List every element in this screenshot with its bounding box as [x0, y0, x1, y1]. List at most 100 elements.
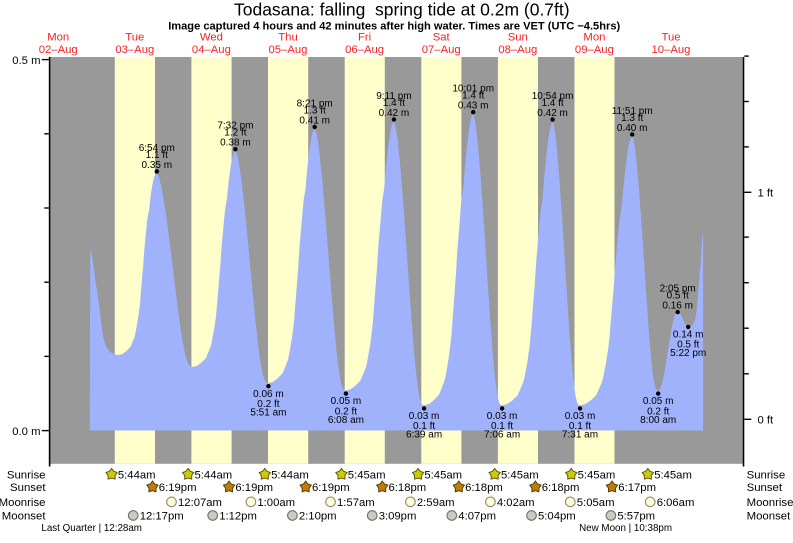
svg-text:1.4 ft: 1.4 ft — [383, 98, 405, 109]
svg-text:Mon: Mon — [47, 31, 69, 43]
svg-text:New Moon | 10:38pm: New Moon | 10:38pm — [579, 523, 672, 534]
svg-text:1.1 ft: 1.1 ft — [146, 150, 168, 161]
svg-text:1 ft: 1 ft — [758, 188, 775, 200]
svg-text:6:54 pm: 6:54 pm — [139, 143, 175, 154]
svg-text:0.38 m: 0.38 m — [220, 138, 251, 149]
svg-text:6:19pm: 6:19pm — [312, 482, 350, 494]
svg-text:2:59am: 2:59am — [417, 497, 455, 509]
svg-text:6:18pm: 6:18pm — [389, 482, 427, 494]
svg-text:Last Quarter | 12:28am: Last Quarter | 12:28am — [41, 523, 142, 534]
svg-text:0 ft: 0 ft — [758, 415, 775, 427]
svg-text:0.5 ft: 0.5 ft — [677, 340, 699, 351]
svg-text:0.1 ft: 0.1 ft — [413, 421, 435, 432]
svg-text:Sun: Sun — [508, 31, 528, 43]
svg-text:Sunset: Sunset — [747, 482, 783, 494]
svg-text:10:54 pm: 10:54 pm — [532, 91, 574, 102]
svg-text:Moonrise: Moonrise — [0, 497, 46, 509]
svg-text:1.3 ft: 1.3 ft — [304, 106, 326, 117]
svg-text:0.1 ft: 0.1 ft — [491, 421, 513, 432]
svg-text:5:05am: 5:05am — [577, 497, 615, 509]
svg-text:5:51 am: 5:51 am — [250, 408, 286, 419]
svg-text:Tue: Tue — [661, 31, 680, 43]
svg-text:4:07pm: 4:07pm — [458, 511, 496, 523]
svg-text:5:44am: 5:44am — [271, 469, 309, 481]
svg-text:10:01 pm: 10:01 pm — [452, 84, 494, 95]
svg-text:5:45am: 5:45am — [654, 469, 692, 481]
svg-text:5:22 pm: 5:22 pm — [670, 348, 706, 359]
svg-text:6:19pm: 6:19pm — [159, 482, 197, 494]
svg-text:3:09pm: 3:09pm — [379, 511, 417, 523]
svg-text:0.2 ft: 0.2 ft — [257, 399, 279, 410]
svg-text:6:39 am: 6:39 am — [406, 430, 442, 441]
svg-text:5:44am: 5:44am — [195, 469, 233, 481]
svg-text:Sat: Sat — [433, 31, 451, 43]
svg-text:0.42 m: 0.42 m — [379, 108, 410, 119]
svg-text:7:06 am: 7:06 am — [484, 430, 520, 441]
svg-text:4:02am: 4:02am — [497, 497, 535, 509]
svg-text:Mon: Mon — [583, 31, 605, 43]
svg-text:5:44am: 5:44am — [118, 469, 156, 481]
svg-text:0.14 m: 0.14 m — [673, 330, 704, 341]
svg-text:1:12pm: 1:12pm — [219, 511, 257, 523]
svg-text:Sunrise: Sunrise — [7, 470, 46, 482]
svg-text:Wed: Wed — [200, 31, 223, 43]
svg-text:0.06 m: 0.06 m — [253, 389, 284, 400]
svg-text:Image captured 4 hours and 42: Image captured 4 hours and 42 minutes af… — [168, 20, 620, 32]
svg-text:8:21 pm: 8:21 pm — [297, 99, 333, 110]
svg-text:10–Aug: 10–Aug — [652, 44, 691, 56]
svg-text:1:00am: 1:00am — [257, 497, 295, 509]
svg-text:8:00 am: 8:00 am — [640, 415, 676, 426]
svg-text:6:18pm: 6:18pm — [542, 482, 580, 494]
svg-text:5:45am: 5:45am — [578, 469, 616, 481]
svg-text:1.2 ft: 1.2 ft — [224, 128, 246, 139]
svg-text:0.5 m: 0.5 m — [12, 55, 40, 67]
svg-text:0.41 m: 0.41 m — [299, 116, 330, 127]
svg-text:1.4 ft: 1.4 ft — [462, 91, 484, 102]
svg-text:9:11 pm: 9:11 pm — [376, 91, 411, 102]
svg-text:Moonrise: Moonrise — [747, 497, 793, 509]
svg-text:0.03 m: 0.03 m — [409, 411, 440, 422]
svg-text:6:17pm: 6:17pm — [618, 482, 656, 494]
svg-text:11:51 pm: 11:51 pm — [612, 106, 653, 117]
svg-text:Thu: Thu — [278, 31, 297, 43]
svg-text:07–Aug: 07–Aug — [422, 44, 461, 56]
svg-text:6:08 am: 6:08 am — [328, 415, 364, 426]
svg-text:0.0 m: 0.0 m — [12, 426, 40, 438]
svg-text:0.2 ft: 0.2 ft — [335, 406, 357, 417]
svg-text:5:04pm: 5:04pm — [538, 511, 576, 523]
svg-text:5:45am: 5:45am — [424, 469, 462, 481]
svg-text:2:10pm: 2:10pm — [299, 511, 337, 523]
svg-text:0.35 m: 0.35 m — [142, 160, 173, 171]
svg-text:0.05 m: 0.05 m — [643, 396, 674, 407]
svg-text:0.03 m: 0.03 m — [487, 411, 518, 422]
svg-text:5:45am: 5:45am — [501, 469, 539, 481]
svg-text:1:57am: 1:57am — [337, 497, 375, 509]
svg-text:Moonset: Moonset — [747, 511, 792, 523]
svg-text:06–Aug: 06–Aug — [345, 44, 384, 56]
svg-text:Sunset: Sunset — [10, 482, 46, 494]
svg-text:0.2 ft: 0.2 ft — [647, 406, 669, 417]
svg-text:08–Aug: 08–Aug — [498, 44, 537, 56]
svg-text:0.5 ft: 0.5 ft — [667, 291, 689, 302]
svg-text:03–Aug: 03–Aug — [115, 44, 154, 56]
svg-text:Tue: Tue — [125, 31, 144, 43]
svg-text:05–Aug: 05–Aug — [269, 44, 308, 56]
svg-text:0.43 m: 0.43 m — [458, 101, 489, 112]
svg-text:0.42 m: 0.42 m — [537, 108, 568, 119]
svg-text:12:17pm: 12:17pm — [140, 511, 184, 523]
svg-text:Sunrise: Sunrise — [747, 470, 786, 482]
svg-text:6:18pm: 6:18pm — [465, 482, 503, 494]
svg-text:02–Aug: 02–Aug — [39, 44, 78, 56]
svg-text:09–Aug: 09–Aug — [575, 44, 614, 56]
svg-text:6:19pm: 6:19pm — [235, 482, 273, 494]
svg-text:5:45am: 5:45am — [348, 469, 386, 481]
svg-text:0.16 m: 0.16 m — [662, 301, 693, 312]
svg-text:7:31 am: 7:31 am — [562, 430, 598, 441]
svg-text:5:57pm: 5:57pm — [617, 511, 655, 523]
svg-text:0.05 m: 0.05 m — [331, 396, 362, 407]
svg-text:Moonset: Moonset — [2, 511, 47, 523]
svg-text:Fri: Fri — [358, 31, 371, 43]
svg-text:0.1 ft: 0.1 ft — [569, 421, 591, 432]
svg-text:0.03 m: 0.03 m — [565, 411, 596, 422]
svg-text:12:07am: 12:07am — [178, 497, 222, 509]
